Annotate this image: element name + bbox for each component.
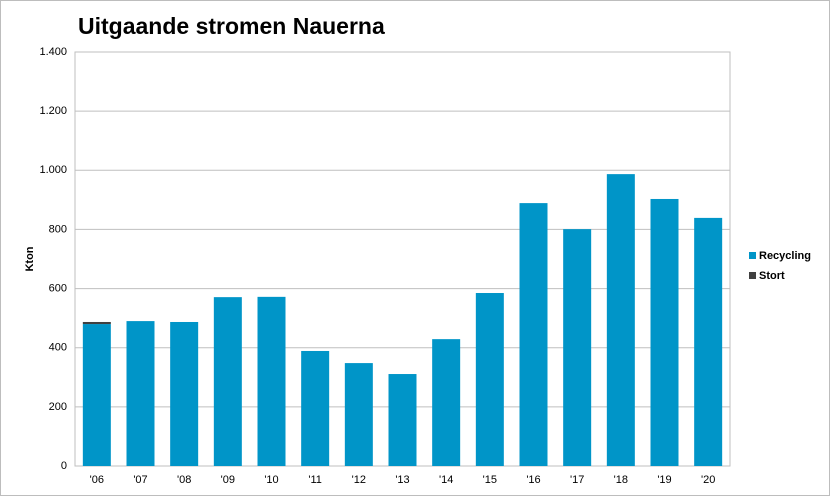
x-tick-label: '13 xyxy=(395,474,409,486)
bar-segment xyxy=(519,203,548,467)
bar-segment xyxy=(475,293,504,466)
x-tick-label: '07 xyxy=(133,474,147,486)
bar-segment xyxy=(82,321,111,325)
x-tick-label: '08 xyxy=(177,474,191,486)
legend-swatch xyxy=(749,272,756,279)
y-tick-label: 1.200 xyxy=(39,105,67,117)
bar-segment xyxy=(344,363,373,466)
x-tick-label: '14 xyxy=(439,474,453,486)
y-tick-label: 800 xyxy=(49,223,67,235)
bar-segment xyxy=(82,324,111,466)
x-tick-label: '16 xyxy=(526,474,540,486)
x-tick-label: '10 xyxy=(264,474,278,486)
x-tick-label: '11 xyxy=(308,474,322,486)
bar-segment xyxy=(694,217,723,466)
bar-segment xyxy=(170,321,199,466)
legend-label: Stort xyxy=(759,270,785,282)
bar-segment xyxy=(432,339,461,466)
y-tick-label: 0 xyxy=(61,460,67,472)
y-tick-label: 1.400 xyxy=(39,46,67,58)
y-tick-label: 600 xyxy=(49,282,67,294)
legend-swatch xyxy=(749,252,756,259)
y-axis-label: Kton xyxy=(24,246,36,271)
bar-segment xyxy=(563,229,592,466)
bar-segment xyxy=(650,198,679,466)
x-tick-label: '06 xyxy=(90,474,104,486)
chart-title: Uitgaande stromen Nauerna xyxy=(78,13,385,39)
x-tick-label: '15 xyxy=(483,474,497,486)
x-tick-label: '09 xyxy=(221,474,235,486)
bar-segment xyxy=(301,350,330,466)
x-tick-label: '17 xyxy=(570,474,584,486)
legend-label: Recycling xyxy=(759,250,811,262)
y-tick-label: 200 xyxy=(49,401,67,413)
bar-segment xyxy=(606,174,635,466)
bar-segment xyxy=(126,321,155,466)
y-tick-label: 400 xyxy=(49,342,67,354)
bar-segment xyxy=(388,374,417,466)
bar-segment xyxy=(213,297,242,466)
x-tick-label: '12 xyxy=(352,474,366,486)
x-tick-label: '19 xyxy=(657,474,671,486)
y-tick-label: 1.000 xyxy=(39,164,67,176)
bar-segment xyxy=(257,296,286,466)
x-tick-label: '18 xyxy=(614,474,628,486)
x-tick-label: '20 xyxy=(701,474,715,486)
